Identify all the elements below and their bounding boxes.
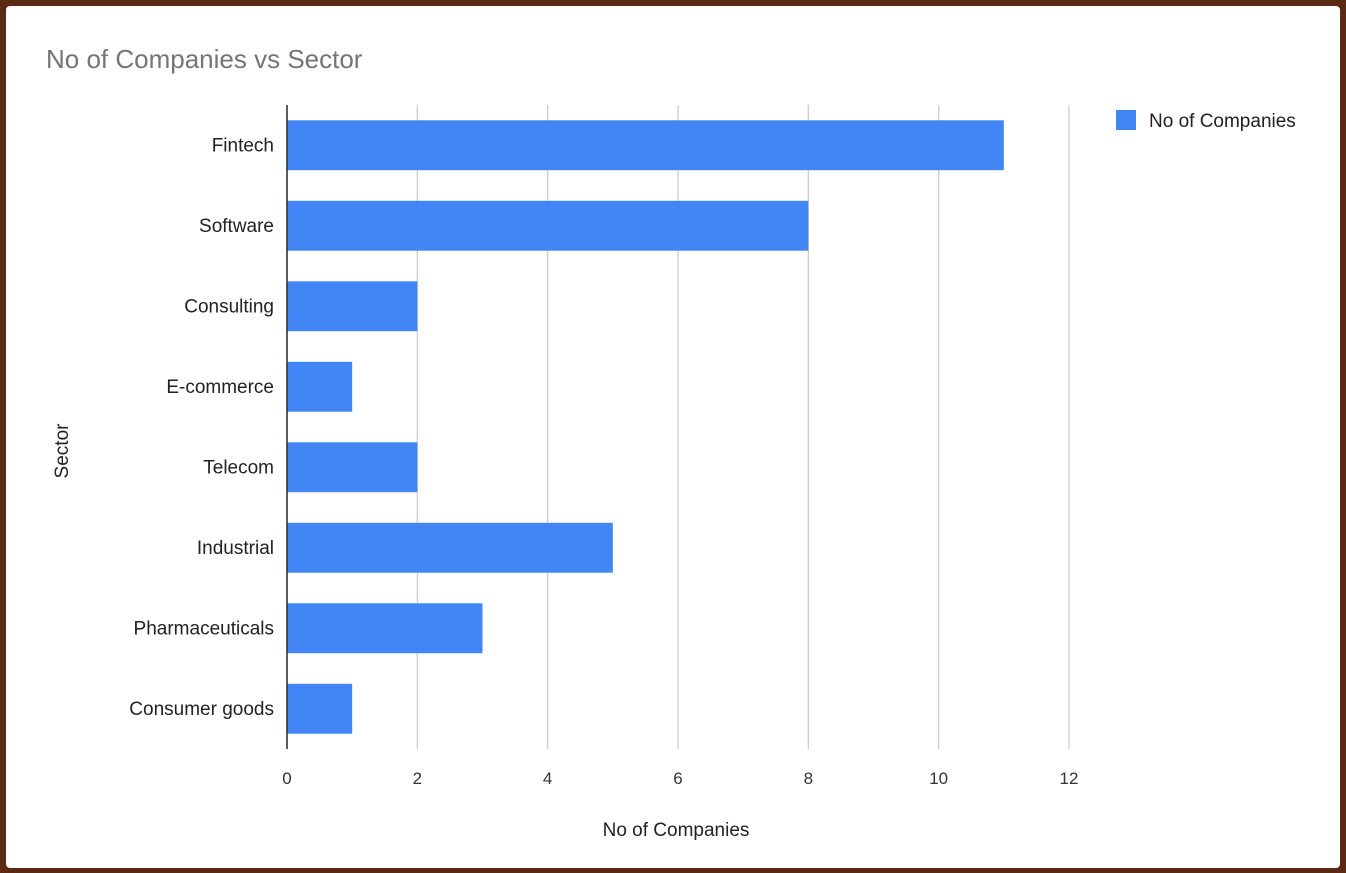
x-tick-label: 0 bbox=[282, 769, 291, 788]
bar-chart: No of Companies vs Sector Fintech Softwar… bbox=[46, 44, 1296, 841]
bar-software[interactable] bbox=[287, 200, 809, 251]
x-axis-title: No of Companies bbox=[603, 820, 750, 841]
chart-title: No of Companies vs Sector bbox=[46, 44, 363, 74]
x-tick-label: 12 bbox=[1060, 769, 1079, 788]
bar-fintech[interactable] bbox=[287, 120, 1004, 171]
category-label: Consumer goods bbox=[129, 699, 274, 720]
x-tick-label: 2 bbox=[413, 769, 422, 788]
category-label: E-commerce bbox=[166, 377, 274, 398]
category-label: Consulting bbox=[184, 296, 274, 317]
category-label: Fintech bbox=[212, 135, 274, 156]
category-label: Telecom bbox=[203, 457, 274, 478]
legend-label: No of Companies bbox=[1149, 111, 1296, 132]
bar-industrial[interactable] bbox=[287, 522, 613, 573]
x-tick-label: 8 bbox=[804, 769, 813, 788]
x-tick-label: 6 bbox=[673, 769, 682, 788]
category-labels: Fintech Software Consulting E-commerce Telec… bbox=[129, 135, 274, 720]
bar-consulting[interactable] bbox=[287, 281, 418, 332]
y-axis-title: Sector bbox=[52, 423, 73, 479]
x-tick-label: 10 bbox=[929, 769, 948, 788]
category-label: Industrial bbox=[197, 538, 274, 559]
chart-frame: No of Companies vs Sector Fintech Softwar… bbox=[6, 6, 1340, 868]
x-tick-labels: 0 2 4 6 8 10 12 bbox=[282, 769, 1078, 788]
category-label: Software bbox=[199, 216, 274, 237]
x-tick-label: 4 bbox=[543, 769, 552, 788]
legend-swatch bbox=[1116, 110, 1136, 130]
bar-e-commerce[interactable] bbox=[287, 361, 353, 412]
legend[interactable]: No of Companies bbox=[1116, 110, 1296, 132]
category-label: Pharmaceuticals bbox=[134, 618, 274, 639]
bars bbox=[287, 120, 1004, 734]
bar-pharmaceuticals[interactable] bbox=[287, 603, 483, 654]
bar-telecom[interactable] bbox=[287, 442, 418, 493]
bar-consumer-goods[interactable] bbox=[287, 683, 353, 734]
